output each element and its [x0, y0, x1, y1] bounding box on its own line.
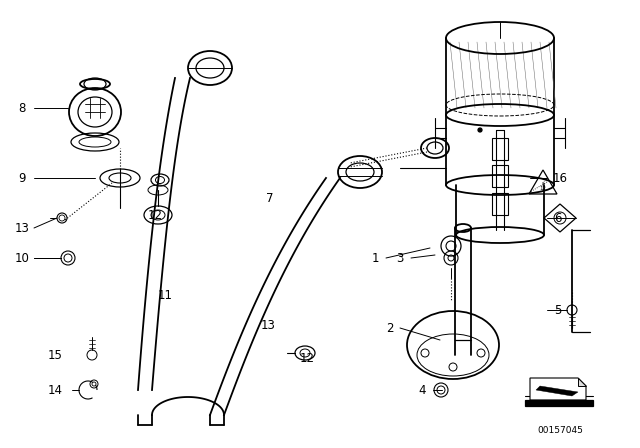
Text: 3: 3 [396, 251, 404, 264]
Text: 16: 16 [552, 172, 568, 185]
Polygon shape [578, 378, 586, 386]
Text: 12: 12 [147, 208, 163, 221]
Bar [492, 138, 508, 160]
Text: 11: 11 [157, 289, 173, 302]
Text: 2: 2 [387, 322, 394, 335]
Text: 12: 12 [300, 352, 314, 365]
Text: 5: 5 [554, 303, 562, 316]
Text: 13: 13 [15, 221, 29, 234]
Text: ⚡: ⚡ [541, 181, 545, 187]
Text: 8: 8 [19, 102, 26, 115]
Circle shape [92, 382, 96, 386]
Text: 4: 4 [419, 383, 426, 396]
Polygon shape [536, 386, 578, 396]
Text: 13: 13 [260, 319, 275, 332]
Bar [492, 165, 508, 187]
Text: 14: 14 [47, 383, 63, 396]
Text: 12: 12 [540, 185, 547, 190]
Circle shape [478, 128, 482, 132]
Bar [492, 193, 508, 215]
Text: 10: 10 [15, 251, 29, 264]
Text: 15: 15 [47, 349, 63, 362]
Text: 00157045: 00157045 [537, 426, 583, 435]
Text: 7: 7 [266, 191, 274, 204]
Text: 6: 6 [554, 211, 562, 224]
Bar [525, 400, 593, 406]
Text: 1: 1 [371, 251, 379, 264]
Text: 9: 9 [19, 172, 26, 185]
Polygon shape [530, 378, 586, 400]
